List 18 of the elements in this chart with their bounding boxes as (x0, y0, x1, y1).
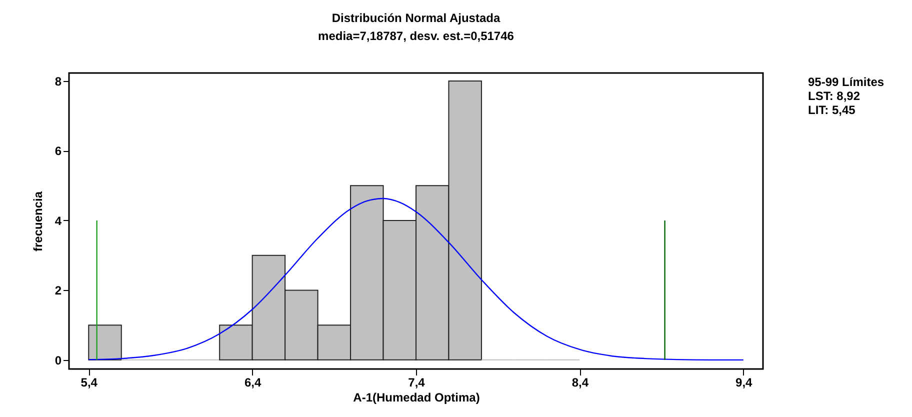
y-tick-label: 0 (54, 353, 62, 368)
y-tick-label: 6 (54, 144, 62, 158)
y-tick-label: 4 (54, 214, 62, 228)
y-tick-label: 8 (54, 74, 62, 89)
line-series (88, 198, 744, 361)
y-axis-title: frecuencia (30, 191, 45, 252)
chart-title: Distribución Normal Ajustada (332, 11, 500, 25)
chart-subtitle: media=7,18787, desv. est.=0,51746 (318, 29, 514, 43)
x-tick-label: 6,4 (244, 376, 262, 390)
x-tick-label: 5,4 (80, 376, 98, 390)
x-tick-label: 9,4 (736, 376, 753, 390)
y-tick-label: 2 (54, 284, 62, 298)
x-tick-label: 7,4 (408, 376, 426, 390)
text: LIT: 5,45 (808, 103, 856, 117)
x-axis-title: A-1(Humedad Optima) (353, 390, 480, 404)
x-tick-label: 8,4 (572, 376, 589, 390)
text: LST: 8,92 (808, 89, 860, 103)
text: 95-99 Límites (808, 75, 884, 89)
